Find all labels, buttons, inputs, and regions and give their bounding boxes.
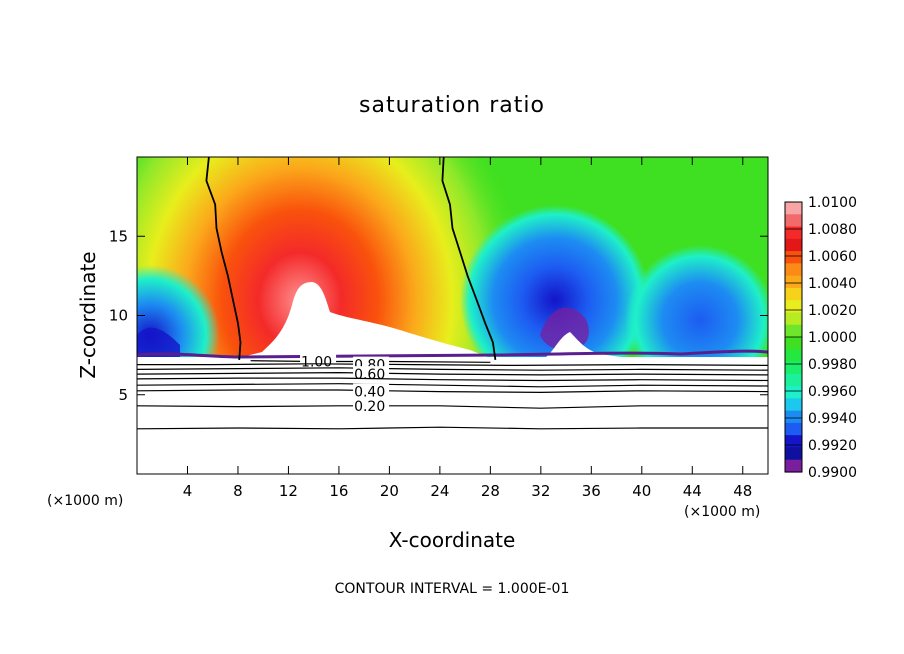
y-tick-label: 10 bbox=[109, 307, 128, 325]
colorbar-label: 1.0060 bbox=[808, 249, 857, 265]
terrain-contour-line bbox=[137, 371, 768, 376]
x-axis: 4 8 12 16 20 24 28 32 36 40 44 48 bbox=[183, 157, 752, 500]
colorbar-label: 1.0100 bbox=[808, 195, 857, 211]
plot-area: 1.00 0.800.600.400.20 bbox=[137, 157, 768, 474]
colorbar-band bbox=[785, 202, 802, 215]
colorbar-band bbox=[785, 410, 802, 424]
ground-edge bbox=[137, 349, 768, 359]
x-tick-label: 8 bbox=[233, 482, 243, 500]
x-tick-label: 48 bbox=[733, 482, 752, 500]
colorbar-band bbox=[785, 226, 802, 240]
saturated-cloud-region bbox=[238, 282, 490, 358]
x-tick-label: 40 bbox=[632, 482, 651, 500]
colorbar-band bbox=[785, 373, 802, 387]
terrain-contour-line bbox=[137, 389, 768, 394]
field-west-base-band bbox=[137, 327, 180, 358]
colorbar-band bbox=[785, 324, 802, 338]
colorbar: 1.0100 1.0080 1.0060 1.0040 1.0020 1.0000 0.99… bbox=[784, 195, 857, 481]
saturated-region-east bbox=[545, 332, 628, 358]
x-tick-label: 16 bbox=[329, 482, 348, 500]
colorbar-label: 0.9960 bbox=[808, 384, 857, 400]
contour-interval-note: CONTOUR INTERVAL = 1.000E-01 bbox=[335, 581, 570, 597]
contour-label: 0.40 bbox=[354, 385, 385, 401]
colorbar-label: 1.0040 bbox=[808, 276, 857, 292]
terrain-contour-line bbox=[137, 363, 768, 367]
contour-label: 0.60 bbox=[354, 367, 385, 383]
zero-contour-line bbox=[441, 157, 497, 361]
x-tick-label: 28 bbox=[481, 482, 500, 500]
x-tick-label: 44 bbox=[683, 482, 702, 500]
colorbar-band bbox=[785, 459, 802, 473]
x-tick-label: 32 bbox=[531, 482, 550, 500]
terrain-contour-line bbox=[250, 360, 491, 363]
colorbar-band bbox=[785, 398, 802, 412]
y-axis-label: Z-coordinate bbox=[76, 251, 100, 378]
terrain-contour-line bbox=[137, 383, 768, 388]
colorbar-band bbox=[785, 275, 802, 289]
x-tick-label: 4 bbox=[183, 482, 193, 500]
x-axis-label: X-coordinate bbox=[389, 528, 516, 552]
contour-label: 1.00 bbox=[301, 354, 332, 370]
contour-label-background bbox=[353, 366, 390, 381]
colorbar-band bbox=[785, 435, 802, 449]
colorbar-band bbox=[785, 447, 802, 461]
terrain-contour-line bbox=[137, 377, 768, 382]
z-unit-label: (×1000 m) bbox=[47, 493, 123, 509]
colorbar-label: 1.0080 bbox=[808, 222, 857, 238]
colorbar-band bbox=[785, 422, 802, 436]
terrain-contour-line bbox=[137, 367, 768, 371]
zero-contour-line bbox=[205, 157, 242, 360]
colorbar-band bbox=[785, 312, 802, 326]
colorbar-band bbox=[785, 349, 802, 363]
x-tick-label: 20 bbox=[380, 482, 399, 500]
colorbar-label: 0.9940 bbox=[808, 411, 857, 427]
colorbar-label: 0.9920 bbox=[808, 438, 857, 454]
x-tick-label: 36 bbox=[582, 482, 601, 500]
colorbar-band bbox=[785, 238, 802, 252]
contour-lines: 1.00 0.800.600.400.20 bbox=[137, 157, 768, 430]
colorbar-label: 1.0000 bbox=[808, 330, 857, 346]
x-unit-label: (×1000 m) bbox=[684, 504, 760, 520]
contour-label: 0.20 bbox=[354, 399, 385, 415]
colorbar-band bbox=[785, 361, 802, 375]
y-axis: 5 10 15 bbox=[109, 227, 768, 404]
contour-label-background bbox=[353, 383, 390, 398]
y-tick-label: 15 bbox=[109, 227, 128, 245]
contour-label-background bbox=[353, 397, 390, 412]
colorbar-label: 0.9900 bbox=[808, 465, 857, 481]
colorbar-band bbox=[785, 263, 802, 277]
colorbar-band bbox=[785, 300, 802, 314]
colorbar-band bbox=[785, 386, 802, 399]
x-tick-label: 24 bbox=[430, 482, 449, 500]
x-tick-label: 12 bbox=[279, 482, 298, 500]
terrain-contour-line bbox=[137, 405, 768, 409]
colorbar-band bbox=[785, 287, 802, 301]
colorbar-label: 0.9980 bbox=[808, 357, 857, 373]
y-tick-label: 5 bbox=[118, 386, 128, 404]
colorbar-band bbox=[785, 214, 802, 228]
colorbar-band bbox=[785, 251, 802, 264]
terrain-contour-line bbox=[137, 426, 768, 430]
chart-title: saturation ratio bbox=[359, 93, 545, 118]
below-ground-region bbox=[137, 357, 768, 474]
colorbar-band bbox=[785, 337, 802, 350]
colorbar-label: 1.0020 bbox=[808, 303, 857, 319]
